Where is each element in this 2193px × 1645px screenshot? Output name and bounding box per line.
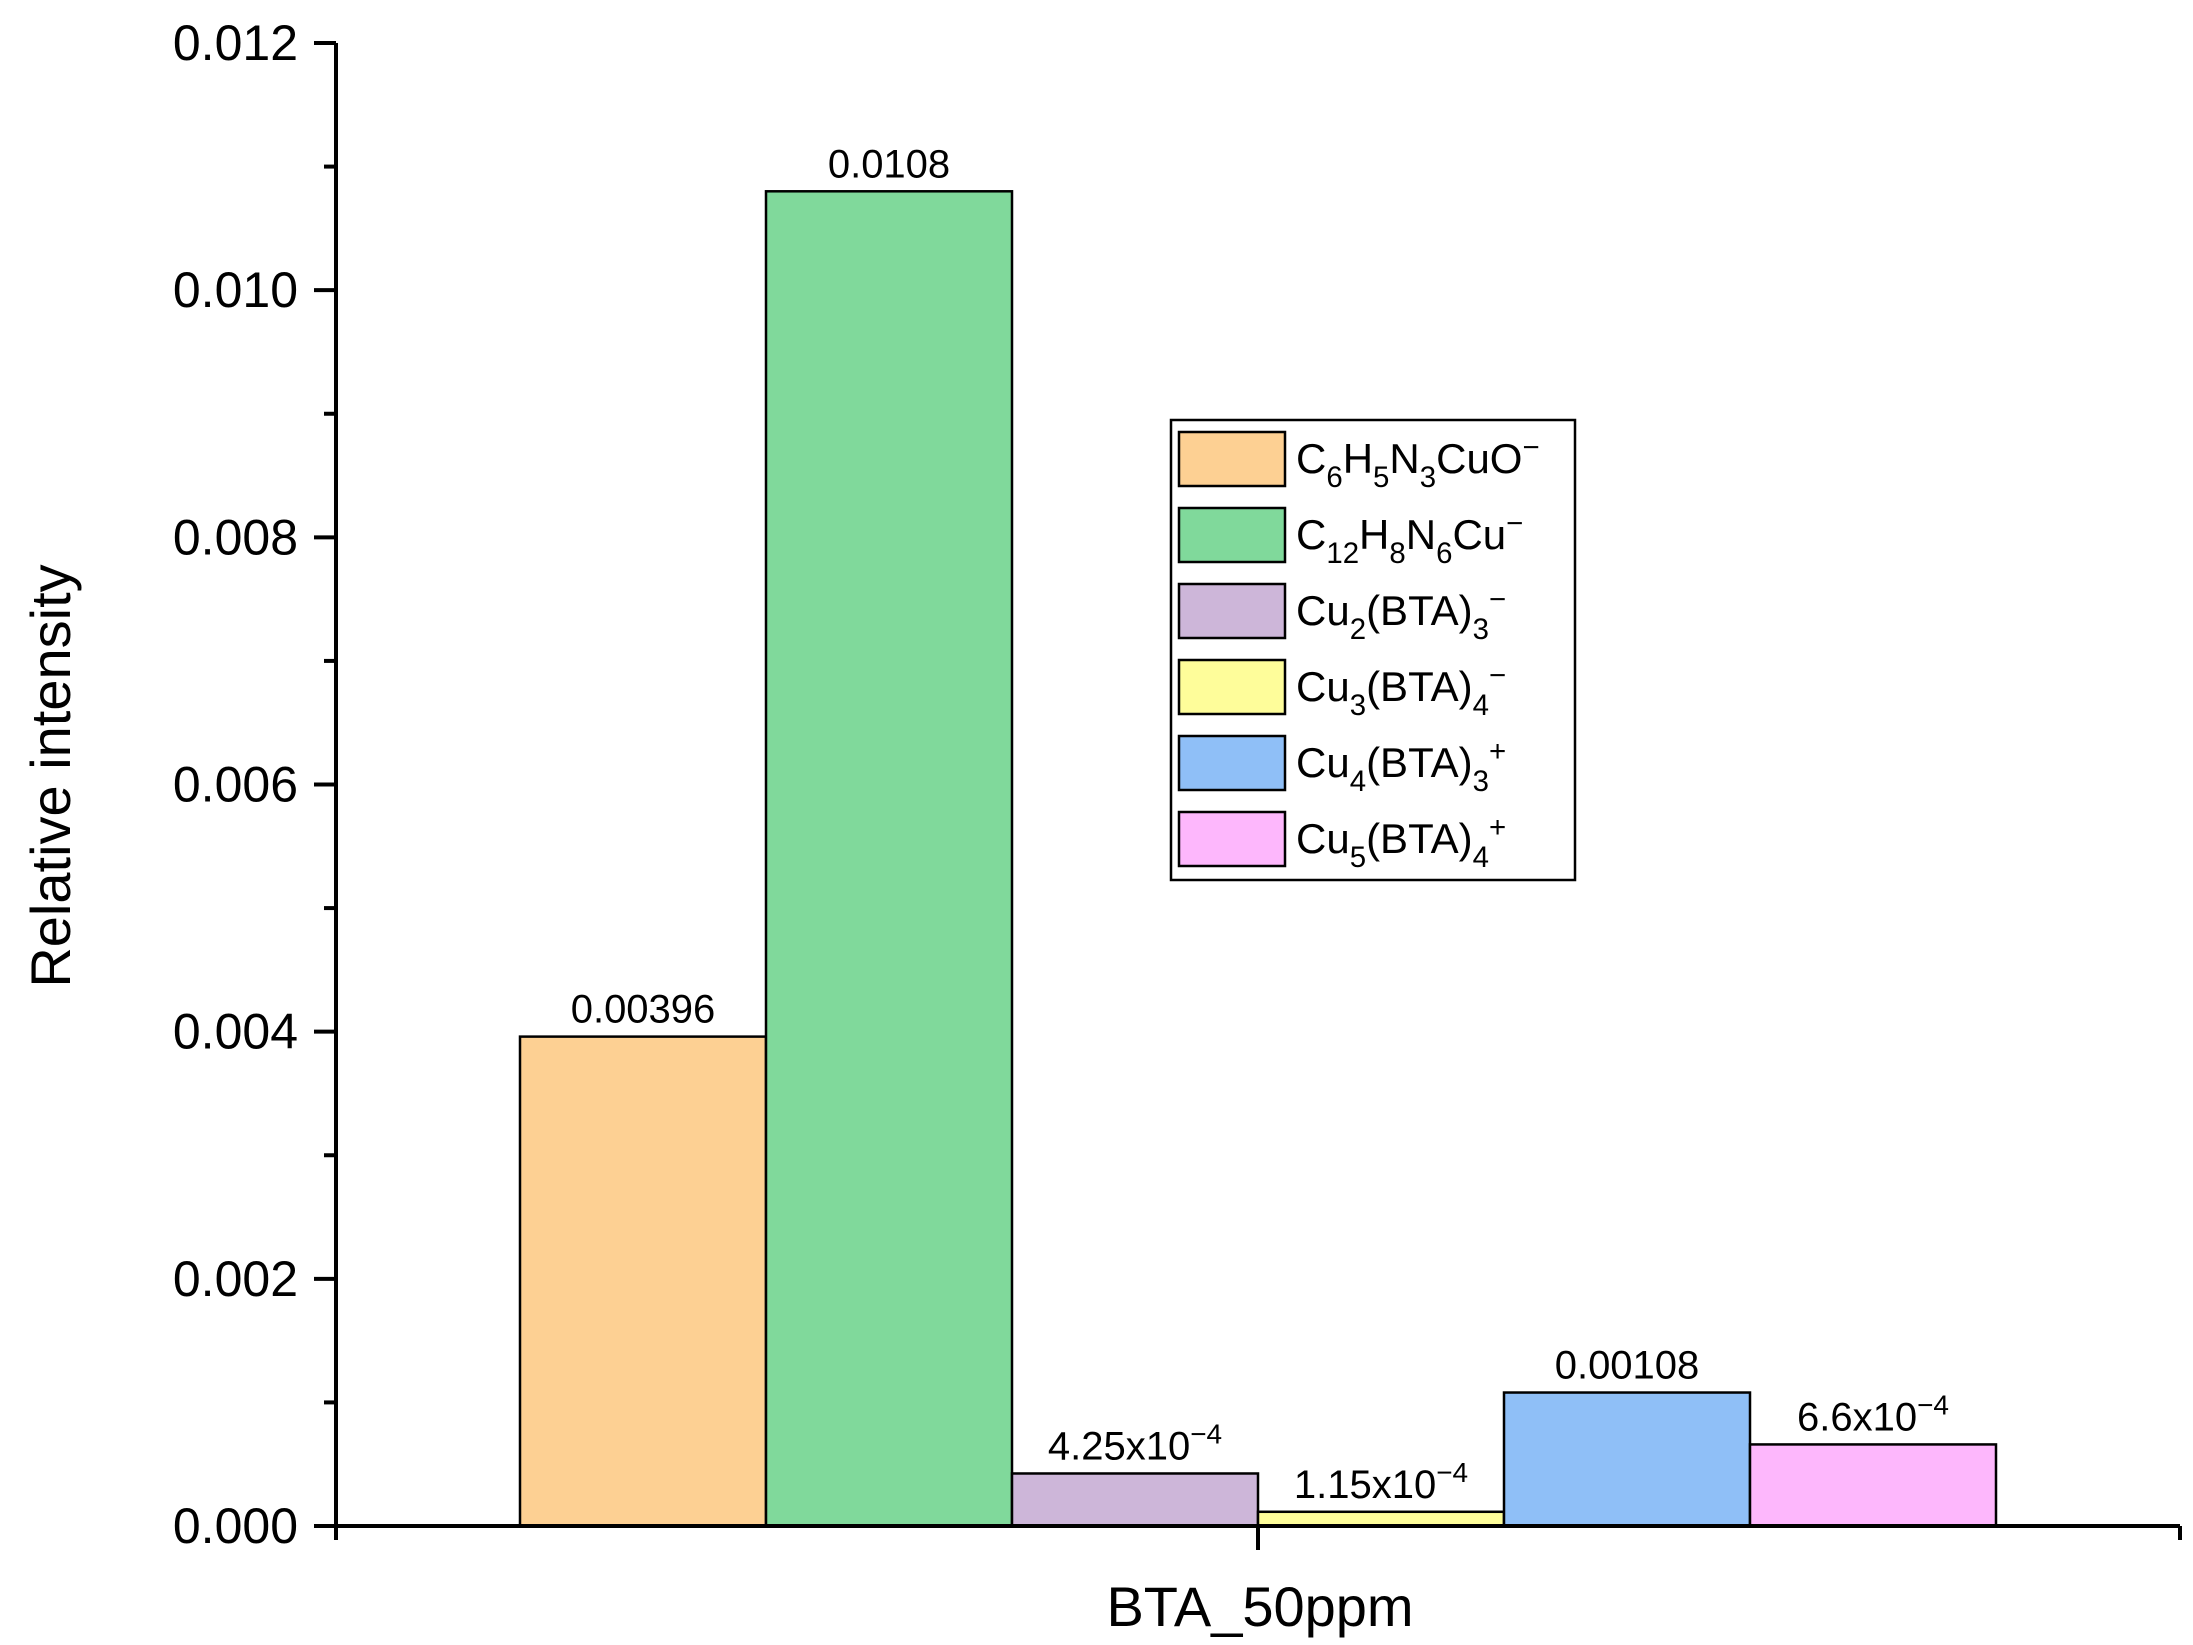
bars-layer: [518, 190, 1998, 1528]
data-label-series-2: 0.0108: [828, 142, 950, 186]
y-tick-label: 0.002: [173, 1251, 298, 1307]
axes-layer: 0.000 0.002 0.004 0.006 0.008 0.010 0.012: [173, 15, 2182, 1554]
y-tick-label: 0.004: [173, 1004, 298, 1060]
legend-swatch-6: [1177, 810, 1287, 868]
legend: C6H5N3CuO− C12H8N6Cu− Cu2(BTA)3− Cu3(BTA)4−…: [1169, 418, 1577, 882]
legend-entry-label-6: Cu5(BTA)4+: [1296, 811, 1506, 874]
legend-swatch-2: [1177, 506, 1287, 564]
legend-swatch-1: [1177, 430, 1287, 488]
bar-series-5: [1502, 1391, 1752, 1528]
bar-series-4: [1256, 1510, 1506, 1528]
legend-swatch-5: [1177, 734, 1287, 792]
bar-series-6: [1748, 1443, 1998, 1528]
data-label-series-5: 0.00108: [1555, 1344, 1700, 1388]
y-tick-label: 0.012: [173, 15, 298, 71]
legend-swatch-3: [1177, 582, 1287, 640]
bar-series-1: [518, 1035, 768, 1528]
y-tick-label: 0.006: [173, 757, 298, 813]
legend-entry-label-1: C6H5N3CuO−: [1296, 431, 1540, 494]
legend-entry-label-5: Cu4(BTA)3+: [1296, 735, 1506, 798]
legend-box: [1169, 418, 1577, 882]
data-label-series-3: 4.25x10−4: [1048, 1418, 1222, 1468]
legend-entry-label-2: C12H8N6Cu−: [1296, 507, 1523, 570]
y-tick-label: 0.008: [173, 509, 298, 565]
data-label-series-1: 0.00396: [571, 988, 716, 1032]
legend-entry-label-3: Cu2(BTA)3−: [1296, 583, 1506, 646]
bar-series-2: [764, 190, 1014, 1528]
legend-entry-label-4: Cu3(BTA)4−: [1296, 659, 1506, 722]
bar-series-3: [1010, 1472, 1260, 1528]
data-label-series-4: 1.15x10−4: [1294, 1457, 1468, 1507]
legend-swatch-4: [1177, 658, 1287, 716]
y-tick-label: 0.010: [173, 262, 298, 318]
y-axis-title: Relative intensity: [19, 564, 82, 987]
x-axis-category-label: BTA_50ppm: [1106, 1575, 1413, 1638]
data-label-series-6: 6.6x10−4: [1797, 1389, 1949, 1439]
data-labels-layer: 0.00396 0.0108 4.25x10−4 1.15x10−4 0.00108 6.…: [571, 142, 1949, 1506]
y-tick-label: 0.000: [173, 1498, 298, 1554]
